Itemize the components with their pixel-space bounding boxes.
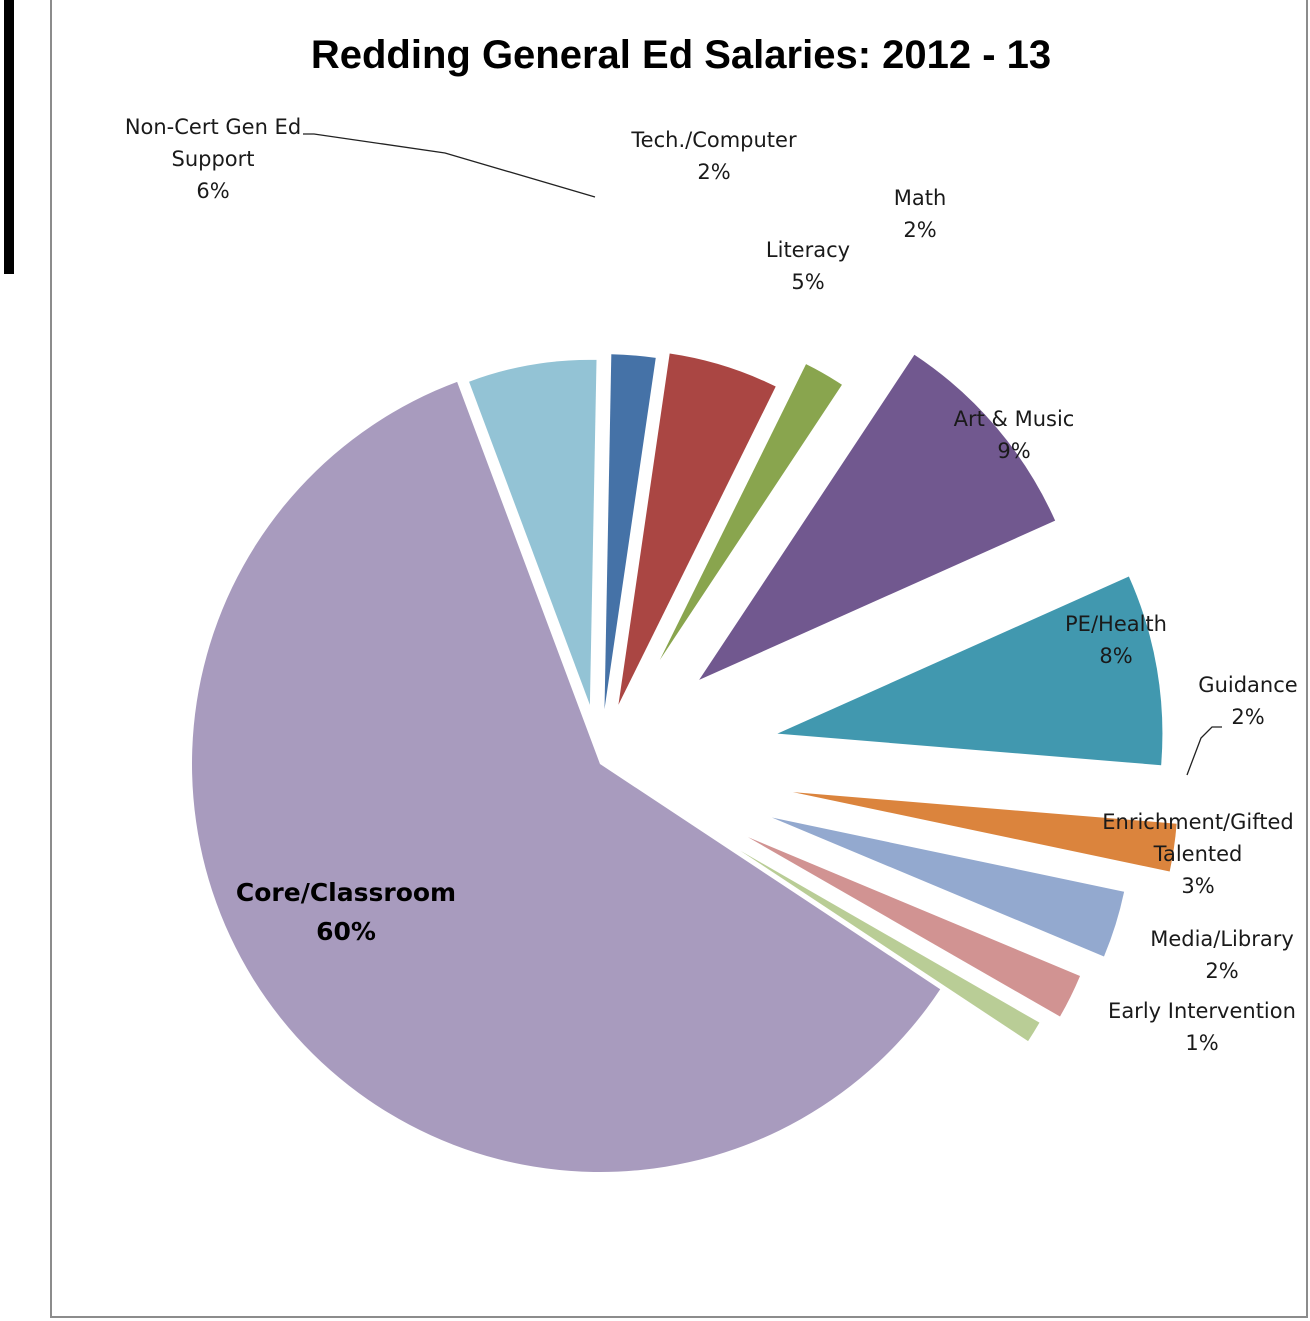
slice-label-pe-health: PE/Health — [1065, 612, 1167, 636]
left-edge-bar — [4, 0, 14, 274]
pct-label-enrichment-gifted-talented: 3% — [1181, 874, 1214, 898]
pct-label-math: 2% — [903, 218, 936, 242]
leader-line-guidance — [1186, 726, 1222, 776]
slice-tech-computer — [604, 354, 656, 710]
slice-label-math: Math — [894, 186, 947, 210]
slice-literacy — [618, 353, 776, 705]
slice-label-literacy: Literacy — [766, 238, 850, 262]
slice-enrichment-gifted-talented — [771, 817, 1125, 957]
slices-group — [192, 353, 1177, 1172]
slice-label-core-classroom: Core/Classroom — [236, 878, 456, 907]
slice-art-music — [699, 354, 1056, 680]
chart-frame — [50, 0, 1308, 1318]
slice-label-media-library: Media/Library — [1150, 927, 1294, 951]
slice-label-guidance: Guidance — [1198, 673, 1297, 697]
pct-label-guidance: 2% — [1231, 705, 1264, 729]
pct-label-literacy: 5% — [791, 270, 824, 294]
pct-label-media-library: 2% — [1205, 959, 1238, 983]
chart-title: Redding General Ed Salaries: 2012 - 13 — [311, 33, 1051, 77]
slice-pe-health — [777, 576, 1163, 766]
pct-label-art-music: 9% — [997, 439, 1030, 463]
pct-label-early-intervention: 1% — [1185, 1031, 1218, 1055]
slice-label-tech-computer: Tech./Computer — [630, 128, 797, 152]
pct-label-core-classroom: 60% — [316, 917, 376, 946]
slice-label-art-music: Art & Music — [954, 407, 1075, 431]
pct-label-pe-health: 8% — [1099, 644, 1132, 668]
pct-label-tech-computer: 2% — [697, 160, 730, 184]
slice-guidance — [792, 792, 1177, 872]
slice-early-intervention — [740, 850, 1040, 1042]
slice-media-library — [747, 837, 1081, 1017]
pct-label-non-cert-gen-ed-support: 6% — [196, 179, 229, 203]
slice-core-classroom — [192, 381, 941, 1172]
leader-line-non-cert-gen-ed-support — [303, 133, 596, 198]
slice-label-non-cert-gen-ed-support: Non-Cert Gen Ed — [125, 115, 301, 139]
slice-label-enrichment-gifted-talented: Enrichment/Gifted — [1102, 810, 1294, 834]
slice-non-cert-gen-ed-support — [469, 359, 597, 705]
slice-math — [659, 364, 842, 660]
slice-label-non-cert-gen-ed-support: Support — [171, 147, 254, 171]
labels-group: Non-Cert Gen Ed Support 6% Tech./Computer 2%… — [125, 115, 1298, 1055]
slice-label-early-intervention: Early Intervention — [1108, 999, 1296, 1023]
slice-label-enrichment-gifted-talented: Talented — [1153, 842, 1243, 866]
